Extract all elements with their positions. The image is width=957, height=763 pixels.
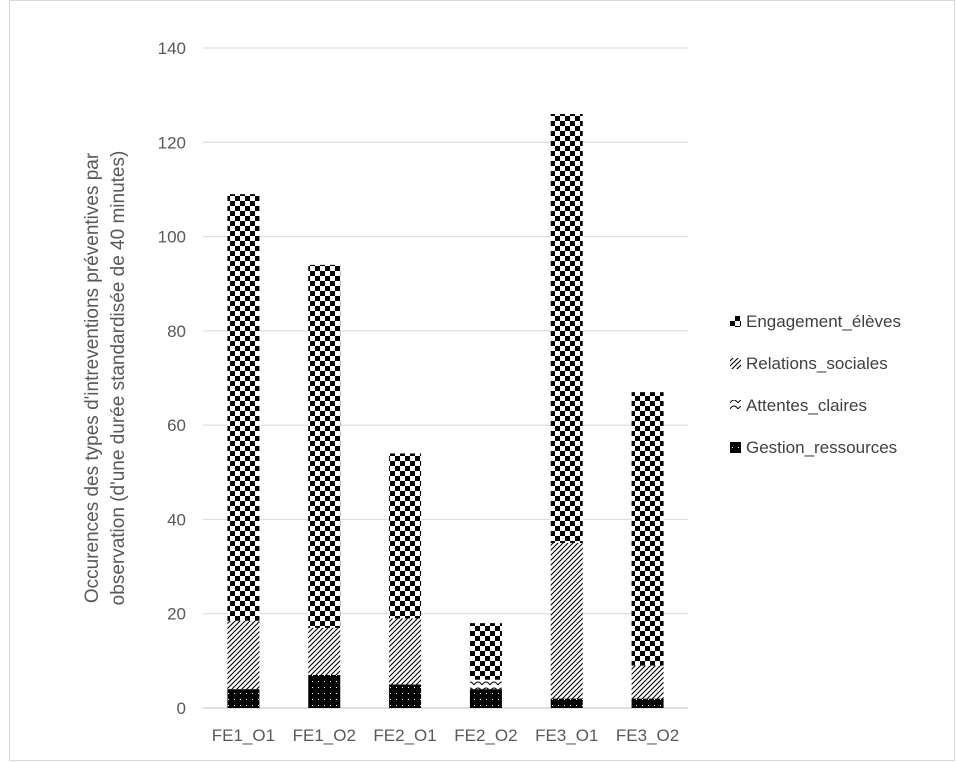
- bar-segment: [308, 627, 341, 675]
- y-tick-label: 20: [167, 605, 186, 624]
- bar-segment: [308, 675, 341, 708]
- stacked-bar-chart: 0 20 40 60 80 100 120 140 FE1_O1 FE1_O2 FE2_O1 FE2…: [82, 39, 901, 745]
- legend-swatch: [730, 442, 741, 453]
- x-tick-label: FE3_O1: [535, 726, 598, 745]
- bar-segment: [308, 264, 341, 628]
- y-tick-label: 140: [158, 39, 186, 58]
- bar-segment: [227, 689, 260, 708]
- y-tick-label: 60: [167, 416, 186, 435]
- y-tick-label: 0: [177, 699, 186, 718]
- bar-segment: [389, 618, 422, 685]
- x-tick-label: FE3_O2: [616, 726, 679, 745]
- legend-label: Attentes_claires: [746, 396, 867, 415]
- bar-segment: [227, 620, 260, 690]
- y-tick-label: 40: [167, 510, 186, 529]
- y-tick-label: 80: [167, 322, 186, 341]
- legend-swatch: [730, 400, 741, 411]
- bar-segment: [550, 698, 583, 708]
- bar-segment: [389, 684, 422, 708]
- bars: [227, 114, 664, 708]
- bar-segment: [550, 543, 583, 699]
- bar-segment: [389, 453, 422, 619]
- gridlines: [203, 47, 688, 709]
- bar-segment: [469, 679, 502, 690]
- x-tick-label: FE2_O1: [373, 726, 436, 745]
- bar-segment: [469, 623, 502, 680]
- legend-label: Gestion_ressources: [746, 438, 897, 457]
- bar-segment: [631, 665, 664, 699]
- bar-segment: [550, 114, 583, 543]
- bar-segment: [469, 689, 502, 708]
- legend-swatch: [730, 316, 741, 327]
- legend-label: Engagement_élèves: [746, 312, 901, 331]
- bar-segment: [227, 194, 260, 621]
- x-tick-label: FE1_O2: [293, 726, 356, 745]
- legend: Engagement_élèves Relations_sociales Atten…: [730, 312, 901, 457]
- bar-segment: [631, 392, 664, 666]
- x-axis-ticks: FE1_O1 FE1_O2 FE2_O1 FE2_O2 FE3_O1 FE3_O2: [212, 726, 679, 745]
- y-axis-label: Occurences des types d'intreventions pré…: [82, 151, 129, 606]
- y-axis-ticks: 0 20 40 60 80 100 120 140: [158, 39, 186, 718]
- y-tick-label: 120: [158, 133, 186, 152]
- chart-frame: 0 20 40 60 80 100 120 140 FE1_O1 FE1_O2 FE2_O1 FE2…: [9, 0, 955, 761]
- legend-swatch: [730, 358, 741, 369]
- x-tick-label: FE1_O1: [212, 726, 275, 745]
- bar-segment: [631, 698, 664, 708]
- x-tick-label: FE2_O2: [454, 726, 517, 745]
- y-tick-label: 100: [158, 228, 186, 247]
- legend-label: Relations_sociales: [746, 354, 888, 373]
